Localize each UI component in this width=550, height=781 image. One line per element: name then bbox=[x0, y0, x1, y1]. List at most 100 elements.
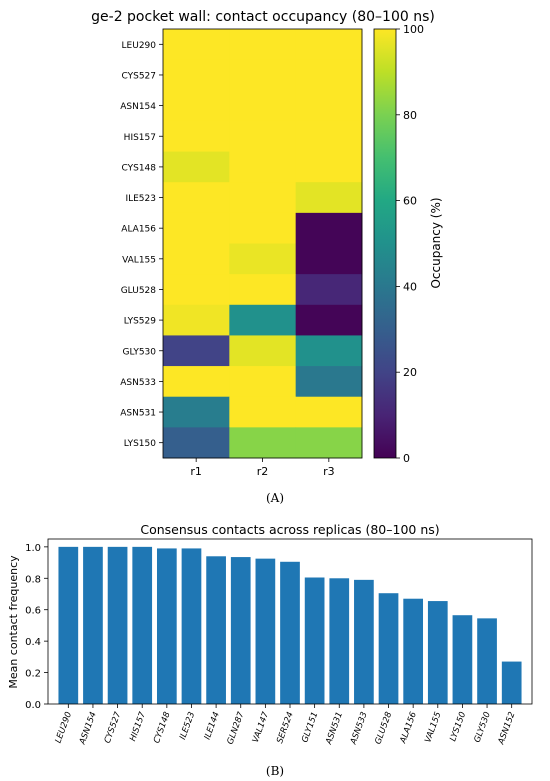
colorbar-tick-label: 60 bbox=[403, 195, 417, 208]
heatmap-cell bbox=[295, 90, 363, 122]
bar-x-tick-label: ASN154 bbox=[77, 711, 98, 747]
bar-x-tick-label: ASN531 bbox=[324, 711, 345, 747]
bar-y-axis: 0.0 0.2 0.4 0.6 0.8 1.0 bbox=[25, 543, 48, 711]
heatmap-cell bbox=[163, 396, 230, 428]
bar-x-tick-label: VAL147 bbox=[251, 710, 272, 744]
heatmap-cell bbox=[229, 29, 297, 61]
heatmap-row-label: HIS157 bbox=[124, 133, 156, 143]
heatmap-cell bbox=[163, 304, 230, 336]
bar bbox=[403, 598, 424, 704]
bar bbox=[477, 618, 497, 704]
bar-x-labels: LEU290 ASN154 CYS527 HIS157 CYS148 ILE523 ILE1… bbox=[54, 704, 518, 747]
colorbar bbox=[373, 28, 397, 459]
heatmap-cell bbox=[163, 90, 230, 122]
bar-x-tick-label: SER524 bbox=[275, 711, 296, 745]
heatmap-cell bbox=[229, 120, 297, 152]
heatmap-cell bbox=[163, 366, 230, 398]
bar-x-tick-label: ALA156 bbox=[398, 710, 419, 746]
heatmap-cell bbox=[229, 182, 297, 214]
heatmap-cell bbox=[295, 120, 363, 152]
heatmap-title: ge-2 pocket wall: contact occupancy (80–… bbox=[91, 9, 435, 25]
bar-x-tick-label: CYS148 bbox=[152, 710, 173, 745]
bar-y-tick-label: 0.6 bbox=[25, 606, 41, 617]
heatmap-row-label: LEU290 bbox=[122, 41, 157, 51]
bar-x-tick-label: GLN287 bbox=[226, 710, 247, 746]
bar-y-tick-label: 0.0 bbox=[25, 700, 41, 711]
bar-x-tick-label: GLY151 bbox=[300, 711, 320, 744]
heatmap-column-label: r3 bbox=[323, 465, 335, 478]
heatmap-cell bbox=[229, 90, 297, 122]
heatmap-row-label: ASN154 bbox=[120, 102, 156, 112]
heatmap-row-labels: LEU290 CYS527 ASN154 HIS157 CYS148 ILE523 ALA1… bbox=[120, 41, 163, 449]
heatmap-row-label: LYS529 bbox=[124, 317, 156, 327]
heatmap-row-label: VAL155 bbox=[122, 255, 156, 265]
heatmap-column-label: r1 bbox=[190, 465, 202, 478]
heatmap-cell bbox=[229, 335, 297, 367]
heatmap-row-label: GLY530 bbox=[123, 347, 157, 357]
heatmap-cell bbox=[295, 182, 363, 214]
colorbar-tick-label: 100 bbox=[403, 23, 424, 36]
heatmap-cell bbox=[163, 59, 230, 91]
bar-x-tick-label: HIS157 bbox=[128, 710, 148, 743]
heatmap-cell bbox=[295, 335, 363, 367]
bar-x-tick-label: LYS150 bbox=[448, 711, 468, 743]
bar-x-tick-label: ILE144 bbox=[203, 711, 222, 742]
heatmap-cell bbox=[295, 366, 363, 398]
bar bbox=[230, 557, 251, 704]
heatmap-cell bbox=[295, 243, 363, 275]
bar-y-axis-label: Mean contact frequency bbox=[7, 555, 20, 689]
heatmap-cell bbox=[163, 335, 230, 367]
heatmap-cell bbox=[295, 427, 363, 459]
heatmap-cell bbox=[229, 427, 297, 459]
bar bbox=[427, 601, 448, 704]
colorbar-tick-label: 20 bbox=[403, 366, 417, 379]
bar-y-tick-label: 0.2 bbox=[25, 669, 41, 680]
heatmap-cell bbox=[229, 151, 297, 183]
heatmap-cell bbox=[295, 151, 363, 183]
heatmap-row-label: ALA156 bbox=[121, 225, 156, 235]
bar bbox=[181, 548, 202, 704]
heatmap-cell bbox=[229, 366, 297, 398]
colorbar-label: Occupancy (%) bbox=[429, 197, 443, 288]
bar bbox=[378, 593, 399, 704]
bar-x-tick-label: ASN152 bbox=[496, 711, 517, 747]
bar-x-tick-label: GLU528 bbox=[373, 710, 394, 746]
heatmap-cell bbox=[163, 182, 230, 214]
bar-plot-frame bbox=[47, 538, 533, 705]
bars bbox=[58, 546, 522, 704]
heatmap-cell bbox=[295, 396, 363, 428]
bar bbox=[132, 546, 153, 704]
heatmap-cell bbox=[163, 243, 230, 275]
heatmap-cell bbox=[163, 274, 230, 306]
heatmap-cell bbox=[229, 304, 297, 336]
heatmap-row-label: ASN531 bbox=[120, 409, 156, 419]
heatmap-column-label: r2 bbox=[257, 465, 269, 478]
colorbar-tick-label: 40 bbox=[403, 280, 417, 293]
heatmap-row-label: CYS527 bbox=[121, 71, 156, 81]
heatmap-cell bbox=[163, 29, 230, 61]
heatmap-cell bbox=[295, 29, 363, 61]
bar-y-tick-label: 0.8 bbox=[25, 574, 41, 585]
heatmap-cell bbox=[229, 274, 297, 306]
heatmap-row-label: GLU528 bbox=[121, 286, 157, 296]
heatmap-cell bbox=[295, 59, 363, 91]
heatmap-row-label: ASN533 bbox=[120, 378, 156, 388]
heatmap-panel: ge-2 pocket wall: contact occupancy (80–… bbox=[91, 9, 443, 478]
heatmap-cell bbox=[163, 120, 230, 152]
bar-x-tick-label: LEU290 bbox=[54, 711, 75, 745]
bar-x-tick-label: VAL155 bbox=[423, 711, 443, 745]
caption-b: (B) bbox=[265, 764, 285, 778]
heatmap-cell bbox=[163, 427, 230, 459]
bar bbox=[304, 577, 325, 704]
bar bbox=[452, 615, 473, 704]
bar bbox=[206, 556, 226, 704]
heatmap-cell bbox=[229, 59, 297, 91]
bar bbox=[354, 579, 374, 704]
heatmap-column-labels: r1 r2 r3 bbox=[190, 458, 335, 478]
bar bbox=[501, 661, 522, 704]
bar bbox=[83, 546, 103, 704]
heatmap-row-label: ILE523 bbox=[125, 194, 156, 204]
bar-title: Consensus contacts across replicas (80–1… bbox=[140, 522, 439, 537]
caption-a: (A) bbox=[265, 491, 285, 505]
